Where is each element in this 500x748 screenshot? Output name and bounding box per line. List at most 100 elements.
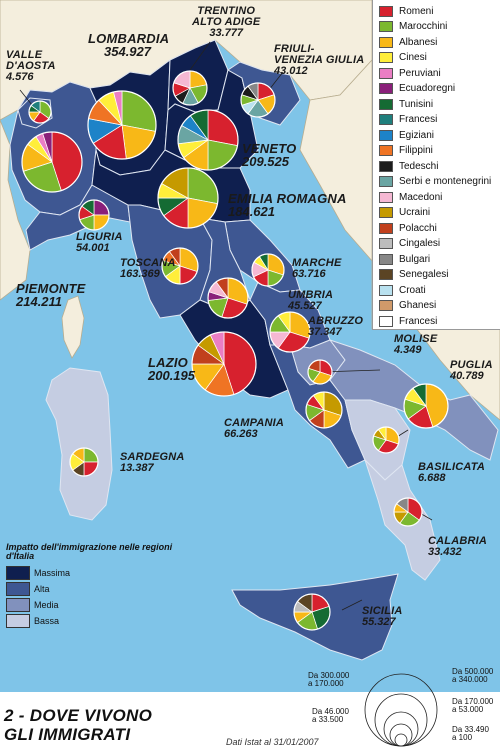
legend-swatch bbox=[379, 207, 393, 218]
nationality-legend: Romeni Marocchini Albanesi Cinesi Peruviani E… bbox=[372, 0, 500, 330]
pie-outline bbox=[21, 131, 83, 193]
legend-label: Albanesi bbox=[399, 36, 438, 48]
label-umbria: UMBRIA 45.527 bbox=[288, 289, 334, 312]
label-molise: MOLISE 4.349 bbox=[394, 333, 438, 356]
pie-outline bbox=[393, 497, 423, 527]
pie-molise bbox=[307, 359, 333, 385]
impact-legend: Impatto dell'immigrazione nelle regioni … bbox=[6, 542, 176, 629]
pie-trentino-alto-adige bbox=[172, 70, 208, 106]
legend-swatch bbox=[379, 238, 393, 249]
impact-level-massima: Massima bbox=[6, 565, 176, 581]
pie-toscana bbox=[161, 247, 199, 285]
legend-item-cingalesi: Cingalesi bbox=[379, 236, 440, 252]
label-piemonte: PIEMONTE 214.211 bbox=[16, 281, 86, 309]
legend-label: Serbi e montenegrini bbox=[399, 176, 492, 187]
pie-lombardia bbox=[87, 90, 157, 160]
pie-veneto bbox=[177, 109, 239, 171]
impact-level-media: Media bbox=[6, 597, 176, 613]
legend-label: Tunisini bbox=[399, 98, 434, 110]
pie-piemonte bbox=[21, 131, 83, 193]
label-puglia: PUGLIA 40.789 bbox=[450, 359, 493, 382]
legend-swatch bbox=[379, 5, 393, 17]
legend-swatch bbox=[379, 315, 393, 327]
legend-label: Peruviani bbox=[399, 67, 441, 79]
pie-outline bbox=[207, 277, 249, 319]
label-campania: CAMPANIA 66.263 bbox=[224, 417, 285, 440]
legend-label: Cinesi bbox=[399, 52, 427, 63]
legend-item-macedoni: Macedoni bbox=[379, 189, 442, 205]
label-liguria: LIGURIA 54.001 bbox=[76, 231, 123, 254]
legend-item-francesi: Francesi bbox=[379, 313, 437, 329]
pie-sicilia bbox=[293, 593, 331, 631]
legend-item-serbi-e-montenegrini: Serbi e montenegrini bbox=[379, 174, 491, 190]
pie-calabria bbox=[393, 497, 423, 527]
legend-item-croati: Croati bbox=[379, 282, 426, 298]
legend-item-tedeschi: Tedeschi bbox=[379, 158, 438, 174]
label-friuli: FRIULI- VENEZIA GIULIA 43.012 bbox=[274, 43, 365, 77]
legend-swatch bbox=[379, 222, 393, 234]
pie-outline bbox=[161, 247, 199, 285]
france-coast bbox=[0, 119, 31, 301]
pie-outline bbox=[403, 383, 449, 429]
label-lazio: LAZIO 200.195 bbox=[148, 355, 195, 383]
label-emilia-romagna: EMILIA ROMAGNA 184.621 bbox=[228, 191, 347, 219]
pie-outline bbox=[28, 100, 52, 124]
label-abruzzo: ABRUZZO 37.347 bbox=[308, 315, 364, 338]
legend-label: Bulgari bbox=[399, 253, 431, 265]
pie-emilia-romagna bbox=[157, 167, 219, 229]
legend-label: Cingalesi bbox=[399, 238, 441, 249]
size-legend-label-4: Da 46.000 a 33.500 bbox=[312, 707, 349, 725]
legend-label: Ghanesi bbox=[399, 300, 437, 311]
legend-label: Egiziani bbox=[399, 129, 435, 141]
legend-item-polacchi: Polacchi bbox=[379, 220, 437, 236]
size-legend-circles bbox=[364, 673, 438, 747]
legend-swatch bbox=[379, 52, 393, 63]
legend-swatch bbox=[379, 83, 393, 94]
legend-item-albanesi: Albanesi bbox=[379, 34, 437, 50]
legend-label: Filippini bbox=[399, 145, 433, 156]
legend-swatch bbox=[379, 114, 393, 125]
page-title: 2 - DOVE VIVONO GLI IMMIGRATI bbox=[4, 706, 153, 744]
pie-outline bbox=[240, 82, 276, 118]
pie-outline bbox=[69, 447, 99, 477]
legend-item-francesi: Francesi bbox=[379, 112, 437, 128]
pie-outline bbox=[372, 426, 400, 454]
legend-swatch bbox=[379, 160, 393, 172]
legend-swatch bbox=[379, 284, 393, 296]
pie-outline bbox=[177, 109, 239, 171]
legend-label: Croati bbox=[399, 284, 426, 296]
pie-umbria bbox=[207, 277, 249, 319]
legend-item-cinesi: Cinesi bbox=[379, 50, 427, 66]
legend-item-egiziani: Egiziani bbox=[379, 127, 434, 143]
impact-level-alta: Alta bbox=[6, 581, 176, 597]
legend-label: Senegalesi bbox=[399, 269, 449, 280]
label-lombardia: LOMBARDIA 354.927 bbox=[88, 31, 170, 59]
title-box bbox=[0, 692, 500, 748]
pie-liguria bbox=[78, 199, 110, 231]
impact-level-bassa: Bassa bbox=[6, 613, 176, 629]
legend-swatch bbox=[379, 145, 393, 156]
pie-marche bbox=[251, 253, 285, 287]
legend-item-marocchini: Marocchini bbox=[379, 19, 447, 35]
pie-outline bbox=[157, 167, 219, 229]
legend-swatch bbox=[379, 176, 393, 187]
legend-swatch bbox=[379, 269, 393, 280]
pie-abruzzo bbox=[269, 311, 311, 353]
label-calabria: CALABRIA 33.432 bbox=[428, 535, 488, 558]
legend-swatch bbox=[379, 36, 393, 48]
size-legend-label-3: Da 170.000 a 53.000 bbox=[452, 697, 494, 715]
size-legend-label-5: Da 33.490 a 100 bbox=[452, 725, 489, 743]
pie-outline bbox=[305, 391, 343, 429]
pie-campania bbox=[305, 391, 343, 429]
legend-swatch bbox=[379, 67, 393, 79]
legend-label: Tedeschi bbox=[399, 160, 439, 172]
pie-puglia bbox=[403, 383, 449, 429]
legend-label: Marocchini bbox=[399, 21, 448, 32]
region-sardegna bbox=[45, 367, 113, 521]
legend-label: Ecuadoregni bbox=[399, 83, 456, 94]
pie-sardegna bbox=[69, 447, 99, 477]
legend-label: Polacchi bbox=[399, 222, 437, 234]
legend-swatch bbox=[379, 253, 393, 265]
